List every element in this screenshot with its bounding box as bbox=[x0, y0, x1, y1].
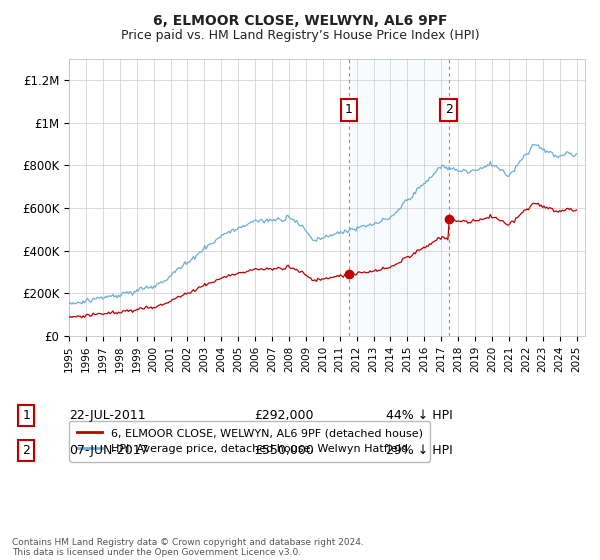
Text: 29% ↓ HPI: 29% ↓ HPI bbox=[386, 444, 453, 458]
Legend: 6, ELMOOR CLOSE, WELWYN, AL6 9PF (detached house), HPI: Average price, detached : 6, ELMOOR CLOSE, WELWYN, AL6 9PF (detach… bbox=[70, 421, 430, 461]
Text: £292,000: £292,000 bbox=[254, 409, 313, 422]
Text: 1: 1 bbox=[22, 409, 31, 422]
Text: 07-JUN-2017: 07-JUN-2017 bbox=[70, 444, 149, 458]
Text: 44% ↓ HPI: 44% ↓ HPI bbox=[386, 409, 453, 422]
Text: 2: 2 bbox=[22, 444, 31, 458]
Text: Contains HM Land Registry data © Crown copyright and database right 2024.
This d: Contains HM Land Registry data © Crown c… bbox=[12, 538, 364, 557]
Text: 22-JUL-2011: 22-JUL-2011 bbox=[70, 409, 146, 422]
Text: 6, ELMOOR CLOSE, WELWYN, AL6 9PF: 6, ELMOOR CLOSE, WELWYN, AL6 9PF bbox=[153, 14, 447, 28]
Text: Price paid vs. HM Land Registry’s House Price Index (HPI): Price paid vs. HM Land Registry’s House … bbox=[121, 29, 479, 42]
Text: 1: 1 bbox=[345, 104, 353, 116]
Bar bbox=[349, 59, 449, 336]
Text: £550,000: £550,000 bbox=[254, 444, 314, 458]
Text: 2: 2 bbox=[445, 104, 452, 116]
